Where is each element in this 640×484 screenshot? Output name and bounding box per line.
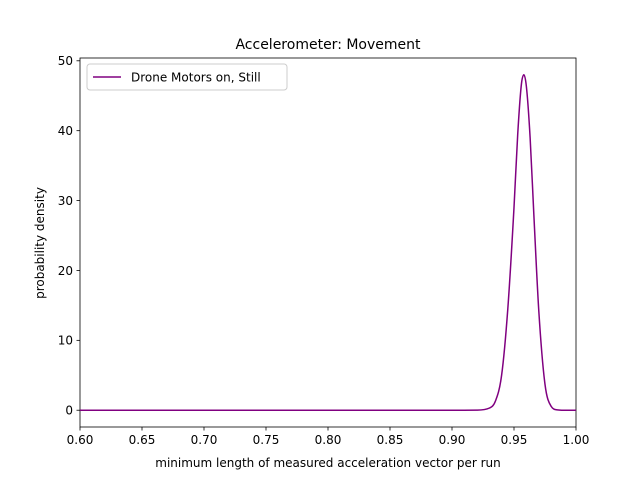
x-tick-label: 0.65 [129,433,156,447]
chart-title: Accelerometer: Movement [235,37,421,53]
x-tick-label: 0.60 [67,433,94,447]
x-tick-label: 0.70 [191,433,218,447]
y-tick-label: 10 [58,334,73,348]
x-tick-label: 0.95 [501,433,528,447]
y-tick-label: 50 [58,54,73,68]
y-axis-label: probability density [33,187,47,299]
y-tick-label: 30 [58,194,73,208]
x-tick-label: 0.75 [253,433,280,447]
y-tick-label: 20 [58,264,73,278]
legend-label: Drone Motors on, Still [131,71,261,85]
series-layer [80,74,576,411]
legend-box [86,63,288,91]
x-tick-label: 0.80 [315,433,342,447]
y-axis: 0 10 20 30 40 50 [58,54,80,418]
legend: Drone Motors on, Still [86,63,288,91]
x-tick-label: 1.00 [563,433,590,447]
x-axis: 0.60 0.65 0.70 0.75 0.80 0.85 0.90 0.95 1.00 [67,427,590,447]
y-tick-label: 0 [65,404,73,418]
y-tick-label: 40 [58,124,73,138]
series-line-0 [80,74,576,411]
x-tick-label: 0.85 [377,433,404,447]
x-axis-label: minimum length of measured acceleration … [155,456,500,470]
x-tick-label: 0.90 [439,433,466,447]
